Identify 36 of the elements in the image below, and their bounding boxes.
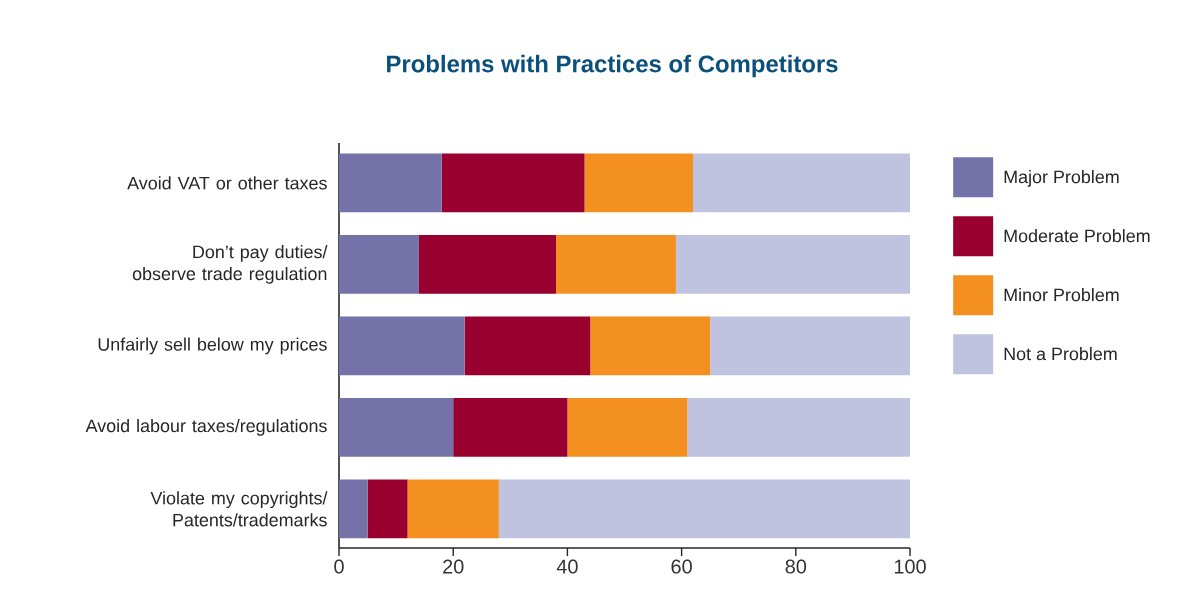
legend-label: Not a Problem — [1004, 347, 1117, 361]
bar — [339, 316, 465, 376]
legend-label: Moderate Problem — [1004, 229, 1150, 243]
bar — [567, 398, 688, 457]
bar — [441, 153, 585, 213]
bar — [367, 479, 408, 539]
legend-label: Minor Problem — [1004, 288, 1119, 302]
bar — [584, 153, 694, 213]
bar — [498, 479, 911, 539]
y-tick-label: Unfairly sell below my prices — [98, 337, 327, 355]
bar — [407, 479, 499, 539]
x-tick-label: 100 — [894, 559, 926, 574]
bar — [693, 153, 911, 213]
chart-title: Problems with Practices of Competitors — [387, 54, 838, 78]
x-tick-label: 60 — [671, 559, 692, 574]
x-tick-label: 40 — [556, 559, 578, 574]
y-tick-label: Avoid VAT or other taxes — [127, 176, 327, 190]
y-tick-label: Violate my copyrights/ Patents/trademarks — [150, 491, 328, 527]
x-tick-label: 20 — [443, 559, 464, 574]
bar — [418, 235, 556, 294]
x-tick-label: 0 — [334, 559, 344, 574]
bar — [339, 398, 454, 457]
bar — [675, 235, 911, 294]
bar — [555, 235, 676, 294]
bar — [710, 316, 911, 376]
bar — [339, 479, 368, 539]
y-tick-label: Avoid labour taxes/regulations — [85, 419, 327, 436]
bar — [590, 316, 711, 376]
x-tick-label: 80 — [785, 559, 807, 574]
y-tick-label: Don’t pay duties/ observe trade regulation — [132, 245, 328, 284]
legend-label: Major Problem — [1004, 170, 1119, 187]
bar — [339, 153, 442, 213]
bar — [687, 398, 911, 457]
bar — [339, 235, 419, 294]
bar — [453, 398, 568, 457]
bar — [464, 316, 591, 376]
